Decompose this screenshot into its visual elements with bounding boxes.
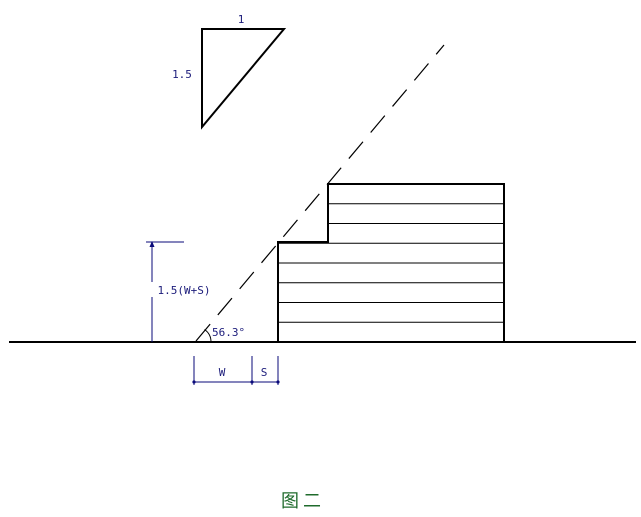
angle-label: 56.3° [212,326,245,339]
ratio-triangle: 1 1.5 [172,13,287,130]
ratio-rise-label: 1.5 [172,68,192,81]
width-node-middle [250,380,254,384]
ratio-triangle-shape [201,28,287,130]
ratio-run-label: 1 [238,13,245,26]
width-w-label: W [219,366,226,379]
width-dimension: W S [192,356,280,385]
building [277,183,505,343]
angle-marker: 56.3° [204,326,245,343]
width-s-label: S [261,366,268,379]
figure-caption: 图二 [281,491,325,512]
slope-line [195,44,445,342]
width-node-left [192,380,196,384]
height-dimension-label: 1.5(W+S) [158,284,211,297]
building-outline [277,183,505,343]
height-dimension-arrow [149,241,155,247]
floor-lines [278,203,504,323]
width-node-right [276,380,280,384]
angle-arc [204,329,212,343]
height-dimension: 1.5(W+S) [146,241,218,342]
